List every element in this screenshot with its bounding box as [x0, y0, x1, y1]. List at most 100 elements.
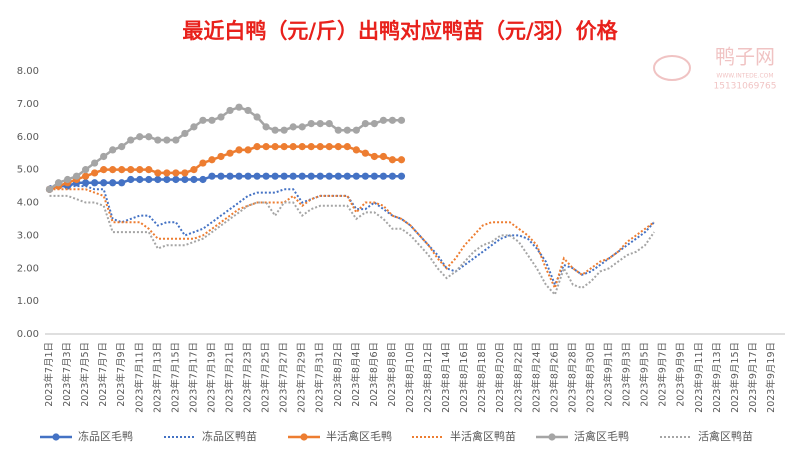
y-tick-label: 8.00 — [17, 66, 39, 77]
point — [127, 175, 135, 184]
point — [208, 156, 216, 164]
point — [154, 175, 162, 184]
point — [226, 106, 234, 115]
x-tick-label: 2023年8月28日 — [566, 342, 578, 413]
point — [361, 149, 369, 157]
point — [217, 172, 225, 180]
x-tick-label: 2023年7月7日 — [97, 342, 109, 407]
point — [388, 116, 397, 124]
x-tick-label: 2023年7月3日 — [61, 342, 73, 407]
point — [82, 172, 90, 180]
point — [190, 166, 198, 174]
point — [91, 159, 99, 167]
point — [280, 143, 288, 151]
x-tick-label: 2023年7月15日 — [169, 342, 181, 413]
point — [289, 172, 297, 180]
point — [271, 126, 279, 134]
point — [370, 120, 378, 128]
legend-label: 半活禽区鸭苗 — [450, 429, 516, 443]
series-line — [48, 105, 402, 191]
point — [343, 126, 351, 134]
point — [235, 146, 243, 154]
legend-marker — [300, 433, 308, 441]
x-tick-label: 2023年9月11日 — [693, 342, 705, 413]
point — [45, 185, 54, 193]
x-tick-label: 2023年9月15日 — [729, 342, 741, 413]
point — [163, 136, 171, 144]
point — [199, 116, 207, 124]
point — [91, 169, 99, 177]
legend-label: 冻品区鸭苗 — [202, 429, 257, 443]
x-tick-label: 2023年8月30日 — [584, 342, 596, 413]
y-tick-label: 6.00 — [17, 132, 39, 143]
y-tick-label: 2.00 — [17, 263, 39, 274]
legend-marker — [52, 433, 60, 441]
watermark-site: WWW.INTEDE.COM — [716, 73, 773, 80]
point — [271, 143, 279, 151]
point — [181, 175, 189, 184]
point — [100, 152, 108, 161]
x-tick-label: 2023年8月24日 — [530, 342, 542, 413]
point — [145, 166, 153, 174]
watermark-phone: 15131069765 — [714, 82, 777, 92]
point — [217, 152, 225, 161]
x-tick-label: 2023年7月21日 — [224, 342, 236, 413]
point — [334, 126, 342, 134]
point — [199, 175, 207, 184]
x-tick-label: 2023年7月27日 — [278, 342, 290, 413]
point — [172, 175, 180, 184]
point — [253, 172, 261, 180]
x-tick-label: 2023年7月9日 — [115, 342, 127, 407]
point — [298, 123, 306, 131]
point — [244, 146, 252, 154]
legend-marker — [548, 433, 556, 441]
x-tick-label: 2023年9月3日 — [621, 342, 633, 407]
point — [82, 166, 90, 174]
series-line — [49, 194, 655, 297]
point — [298, 172, 306, 180]
point — [199, 159, 207, 167]
x-tick-label: 2023年8月18日 — [476, 342, 488, 413]
point — [397, 172, 406, 180]
point — [379, 116, 388, 124]
point — [298, 143, 306, 151]
point — [82, 179, 90, 187]
x-tick-label: 2023年8月6日 — [368, 342, 380, 407]
y-tick-label: 1.00 — [17, 296, 39, 307]
point — [63, 175, 72, 184]
point — [361, 172, 369, 180]
x-tick-label: 2023年7月13日 — [151, 342, 163, 413]
point — [244, 172, 252, 180]
point — [397, 116, 406, 124]
x-tick-label: 2023年8月26日 — [548, 342, 560, 413]
point — [244, 106, 252, 115]
x-tick-label: 2023年8月20日 — [494, 342, 506, 413]
point — [388, 172, 397, 180]
x-tick-label: 2023年8月16日 — [458, 342, 470, 413]
point — [127, 166, 135, 174]
point — [280, 126, 288, 134]
point — [109, 146, 117, 154]
point — [361, 120, 369, 128]
point — [262, 143, 270, 151]
legend-label: 活禽区毛鸭 — [574, 429, 629, 443]
point — [352, 126, 360, 134]
point — [181, 129, 189, 138]
legend-label: 半活禽区毛鸭 — [326, 429, 392, 443]
point — [136, 166, 144, 174]
x-tick-label: 2023年8月10日 — [404, 342, 416, 413]
point — [109, 166, 117, 174]
x-tick-label: 2023年9月13日 — [711, 342, 723, 413]
x-tick-label: 2023年7月19日 — [205, 342, 217, 413]
point — [217, 113, 225, 121]
point — [154, 136, 162, 144]
point — [163, 169, 171, 177]
y-tick-label: 5.00 — [17, 165, 39, 176]
point — [379, 152, 388, 161]
point — [154, 169, 162, 177]
point — [307, 143, 315, 151]
series-line — [49, 188, 655, 291]
point — [379, 172, 388, 180]
